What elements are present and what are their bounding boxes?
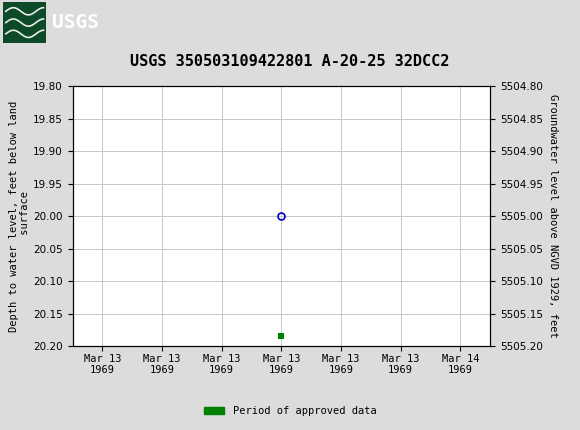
Y-axis label: Groundwater level above NGVD 1929, feet: Groundwater level above NGVD 1929, feet (548, 94, 559, 338)
Text: USGS 350503109422801 A-20-25 32DCC2: USGS 350503109422801 A-20-25 32DCC2 (130, 54, 450, 69)
Bar (3, 2, 46, 43)
Legend: Period of approved data: Period of approved data (200, 402, 380, 421)
Y-axis label: Depth to water level, feet below land
 surface: Depth to water level, feet below land su… (9, 101, 30, 332)
Text: USGS: USGS (52, 13, 99, 32)
